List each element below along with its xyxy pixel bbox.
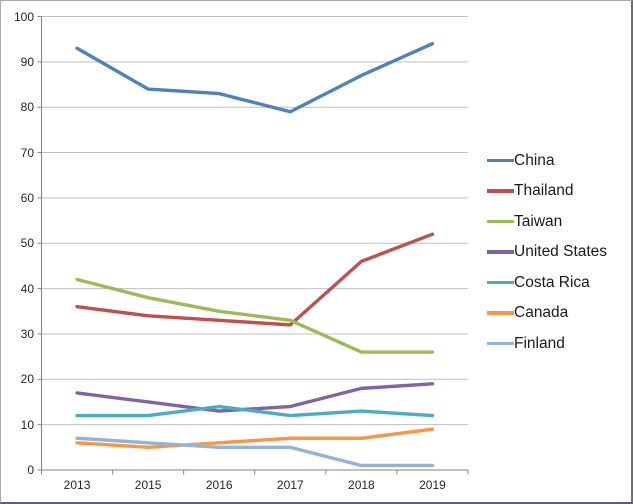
legend-line-swatch <box>487 341 514 346</box>
series-line-taiwan <box>75 277 435 354</box>
series-line-finland <box>75 436 435 468</box>
y-axis-label: 40 <box>20 281 34 296</box>
x-axis-label: 2013 <box>63 478 91 492</box>
x-axis-label: 2017 <box>276 478 304 492</box>
y-axis-label: 20 <box>20 372 34 387</box>
y-axis-label: 100 <box>13 9 34 24</box>
x-axis-label: 2016 <box>205 478 233 492</box>
legend-label: China <box>514 151 555 169</box>
y-axis-label: 60 <box>20 190 34 205</box>
legend-item-canada: Canada <box>487 303 568 323</box>
y-axis-label: 80 <box>20 100 34 115</box>
legend-label: Finland <box>514 334 565 352</box>
y-axis-label: 70 <box>20 145 34 160</box>
legend-line-swatch <box>487 250 514 254</box>
legend-label: Canada <box>514 304 569 322</box>
series-line-china <box>75 42 435 114</box>
y-axis-label: 50 <box>20 236 34 251</box>
y-axis-label: 10 <box>20 417 34 432</box>
series-line-costa-rica <box>75 404 435 418</box>
legend-label: United States <box>514 243 608 261</box>
legend-line-swatch <box>487 189 514 193</box>
x-axis-label: 2019 <box>419 478 446 492</box>
series-line-united-states <box>75 382 435 413</box>
x-axis-label: 2018 <box>348 478 375 492</box>
legend-label: Taiwan <box>514 212 563 230</box>
legend-item-taiwan: Taiwan <box>487 212 562 232</box>
y-axis-label: 30 <box>20 326 34 341</box>
y-axis-label: 0 <box>27 463 34 477</box>
y-axis-label: 90 <box>20 54 34 69</box>
legend-label: Costa Rica <box>514 273 590 291</box>
legend-label: Thailand <box>514 182 574 200</box>
legend-item-finland: Finland <box>487 334 565 354</box>
legend-item-costa-rica: Costa Rica <box>487 273 590 293</box>
legend-item-united-states: United States <box>487 242 607 262</box>
legend-line-swatch <box>487 219 514 224</box>
legend-line-swatch <box>487 158 514 163</box>
series-line-canada <box>75 427 435 450</box>
legend-line-swatch <box>487 311 514 315</box>
legend-item-thailand: Thailand <box>487 181 573 201</box>
legend-item-china: China <box>487 151 555 171</box>
legend-line-swatch <box>487 280 514 285</box>
x-axis-label: 2015 <box>134 478 162 492</box>
series-line-thailand <box>75 232 435 327</box>
